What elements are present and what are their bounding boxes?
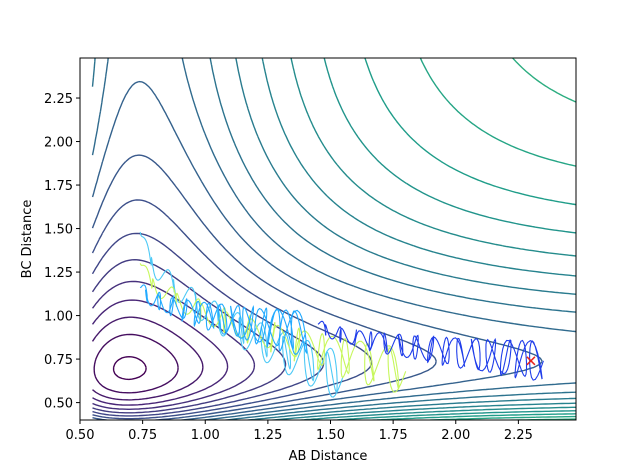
x-tick-label: 0.75 bbox=[128, 428, 157, 443]
y-tick-label: 2.00 bbox=[44, 136, 73, 151]
contour-line bbox=[91, 58, 576, 420]
contour-line bbox=[91, 80, 543, 420]
contour-line bbox=[91, 58, 576, 420]
trajectory-line bbox=[317, 320, 544, 381]
trajectory-line bbox=[139, 263, 407, 393]
contour-line bbox=[91, 259, 287, 414]
x-tick-label: 1.00 bbox=[191, 428, 220, 443]
y-tick-label: 1.75 bbox=[44, 179, 73, 194]
x-tick-label: 2.00 bbox=[441, 428, 470, 443]
contour-lines bbox=[91, 58, 576, 420]
contour-line bbox=[93, 333, 179, 394]
contour-line bbox=[91, 316, 204, 401]
y-axis-ticks: 0.50 0.75 1.00 1.25 1.50 1.75 2.00 2.25 bbox=[44, 92, 80, 412]
x-tick-label: 1.75 bbox=[379, 428, 408, 443]
x-axis-label: AB Distance bbox=[289, 449, 368, 464]
y-tick-label: 1.50 bbox=[44, 223, 73, 238]
x-axis-ticks: 0.50 0.75 1.00 1.25 1.50 1.75 2.00 2.25 bbox=[66, 420, 533, 443]
x-tick-label: 1.50 bbox=[316, 428, 345, 443]
contour-line bbox=[261, 58, 576, 420]
start-marker-stroke bbox=[526, 356, 536, 366]
start-marker bbox=[526, 356, 536, 366]
contour-line bbox=[235, 58, 576, 420]
x-tick-label: 0.50 bbox=[66, 428, 95, 443]
y-tick-label: 2.25 bbox=[44, 92, 73, 107]
y-tick-label: 1.25 bbox=[44, 266, 73, 281]
contour-line bbox=[290, 58, 576, 420]
y-tick-label: 1.00 bbox=[44, 310, 73, 325]
x-tick-label: 2.25 bbox=[504, 428, 533, 443]
contour-line bbox=[92, 280, 256, 410]
contour-line bbox=[323, 58, 576, 420]
contour-line bbox=[413, 58, 576, 420]
plot-frame bbox=[79, 57, 577, 421]
contour-line bbox=[112, 356, 147, 381]
y-tick-label: 0.75 bbox=[44, 353, 73, 368]
y-tick-label: 0.50 bbox=[44, 397, 73, 412]
y-axis-label: BC Distance bbox=[20, 200, 35, 279]
trajectory-line bbox=[139, 231, 344, 398]
trajectory-line bbox=[139, 284, 308, 356]
contour-line bbox=[91, 232, 325, 417]
x-tick-label: 1.25 bbox=[253, 428, 282, 443]
trajectory-lines bbox=[139, 231, 544, 398]
